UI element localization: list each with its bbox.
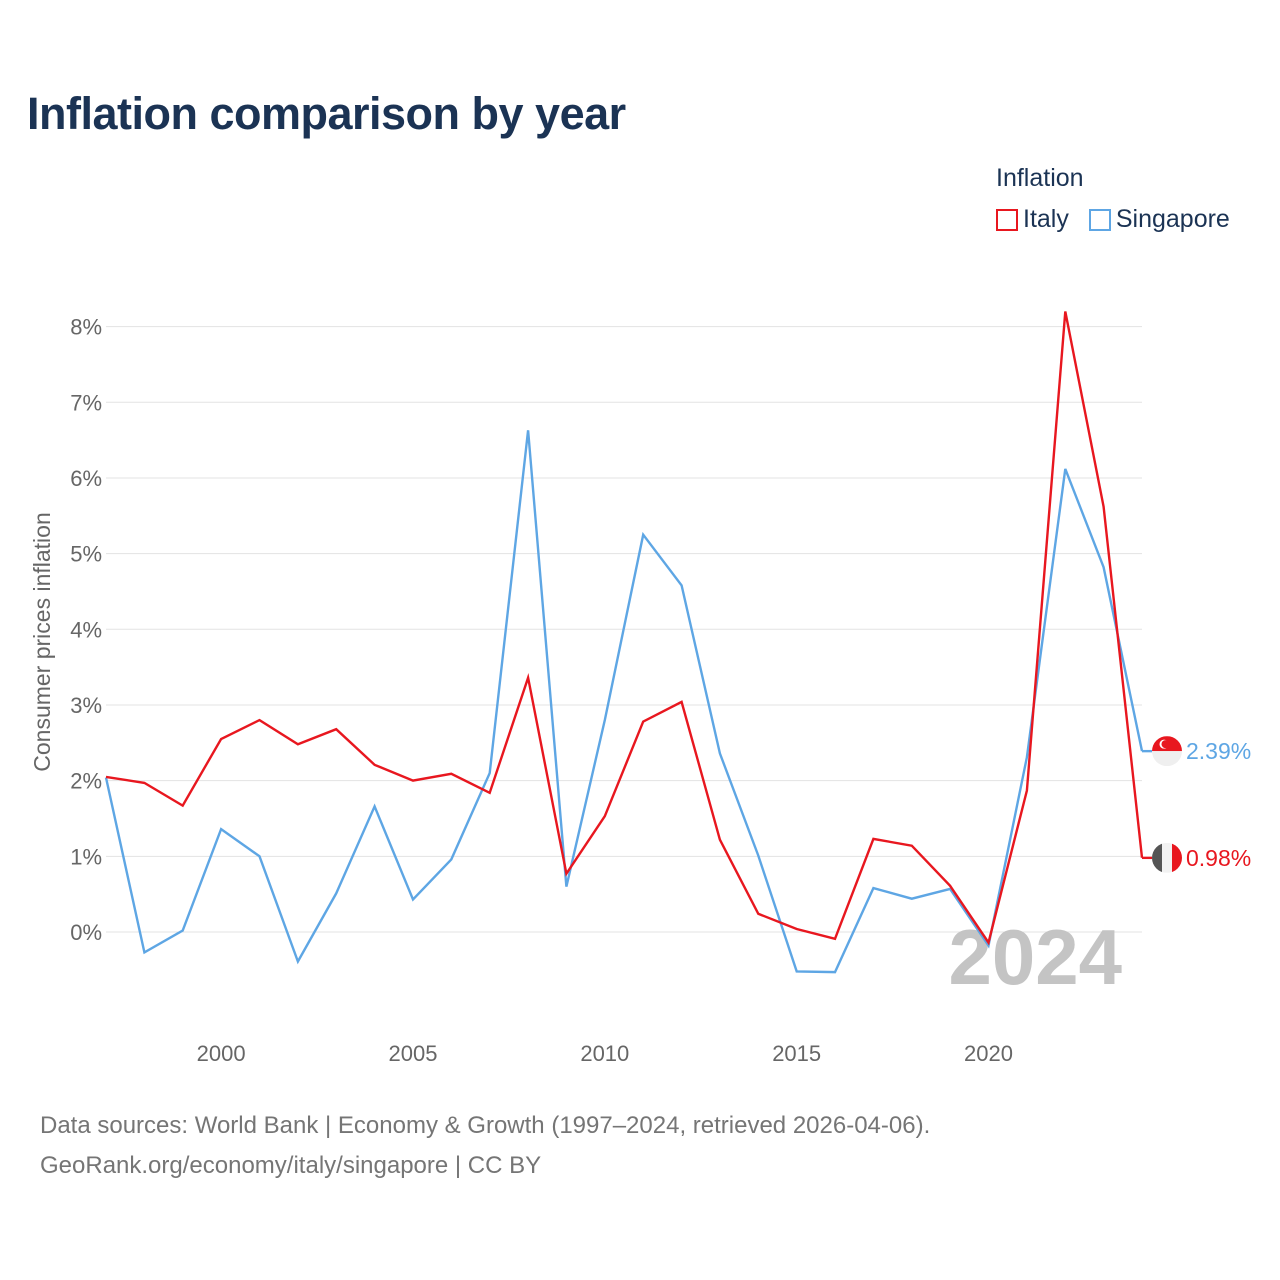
y-tick-label: 8%: [70, 315, 102, 340]
y-tick-label: 6%: [70, 466, 102, 491]
series-line-italy: [105, 311, 1144, 946]
x-tick-label: 2005: [388, 1041, 437, 1066]
x-tick-label: 2000: [197, 1041, 246, 1066]
legend-label-singapore: Singapore: [1115, 205, 1230, 233]
legend-swatch-singapore: [1088, 208, 1111, 231]
legend-swatch-italy: [996, 208, 1018, 231]
data-source: Data sources: World Bank | Economy & Gro…: [40, 1106, 930, 1186]
y-tick-label: 7%: [70, 390, 102, 415]
x-tick-label: 2015: [772, 1041, 821, 1066]
chart-title: Inflation comparison by year: [27, 88, 626, 139]
y-axis-label: Consumer prices inflation: [29, 512, 55, 772]
end-label-singapore: 2.39%: [1186, 738, 1251, 764]
y-tick-label: 0%: [70, 920, 102, 945]
legend-item-italy[interactable]: Italy: [996, 205, 1069, 234]
italy-flag-icon: [1152, 842, 1182, 873]
y-tick-label: 4%: [70, 617, 102, 642]
legend-title: Inflation: [996, 164, 1084, 192]
singapore-flag-icon: [1152, 736, 1182, 767]
y-tick-label: 5%: [70, 542, 102, 567]
source-line-1: Data sources: World Bank | Economy & Gro…: [40, 1112, 931, 1139]
legend: Italy Singapore: [996, 205, 1230, 234]
source-line-2: GeoRank.org/economy/italy/singapore | CC…: [40, 1152, 542, 1179]
legend-label-italy: Italy: [1023, 205, 1069, 233]
y-tick-label: 1%: [70, 844, 102, 869]
series-line-singapore: [104, 430, 1144, 974]
legend-item-singapore[interactable]: Singapore: [1088, 205, 1230, 234]
end-label-italy: 0.98%: [1186, 845, 1251, 871]
y-tick-label: 3%: [70, 693, 102, 718]
y-tick-label: 2%: [70, 769, 102, 794]
x-tick-label: 2010: [580, 1041, 629, 1066]
x-tick-label: 2020: [964, 1041, 1013, 1066]
